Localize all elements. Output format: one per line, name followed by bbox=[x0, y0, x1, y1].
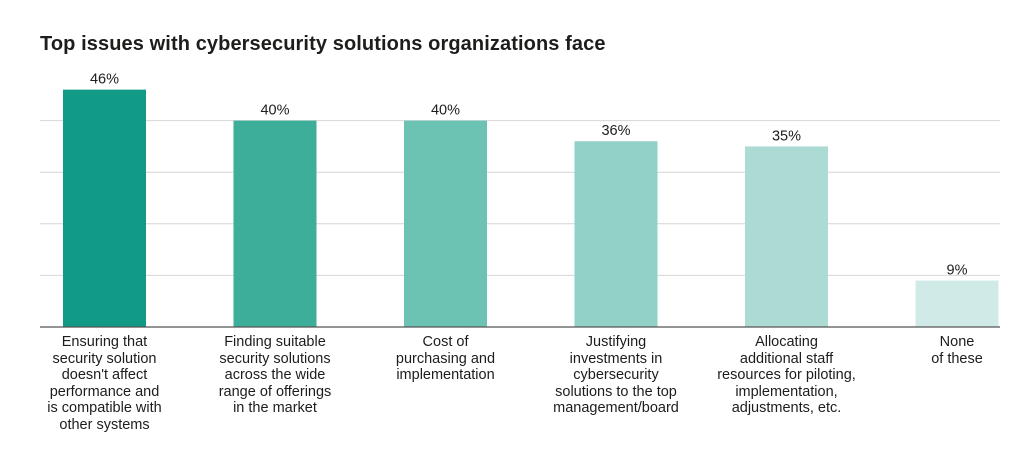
bar-value-label: 35% bbox=[772, 128, 801, 144]
bar bbox=[404, 120, 487, 327]
bar bbox=[233, 120, 317, 327]
category-label: None of these bbox=[931, 334, 983, 367]
bar bbox=[63, 89, 146, 327]
bar-value-label: 40% bbox=[260, 103, 289, 119]
bar-value-label: 9% bbox=[947, 263, 968, 279]
category-label: Justifying investments in cybersecurity … bbox=[553, 334, 679, 416]
bars bbox=[63, 89, 999, 327]
category-label: Cost of purchasing and implementation bbox=[395, 334, 496, 383]
category-label: Ensuring that security solution doesn't … bbox=[47, 334, 162, 433]
bar bbox=[745, 146, 828, 327]
chart-title: Top issues with cybersecurity solutions … bbox=[40, 33, 606, 55]
bar bbox=[915, 280, 999, 327]
category-label: Finding suitable security solutions acro… bbox=[218, 334, 332, 416]
bar-value-label: 40% bbox=[431, 103, 460, 119]
bar-value-label: 36% bbox=[601, 123, 630, 139]
bar bbox=[574, 141, 658, 327]
bar-value-label: 46% bbox=[90, 72, 119, 88]
data-labels: 46% 40% 40% 36% 35% 9% bbox=[90, 72, 968, 279]
gridlines bbox=[40, 120, 1000, 276]
category-label: Allocating additional staff resources fo… bbox=[717, 334, 856, 416]
